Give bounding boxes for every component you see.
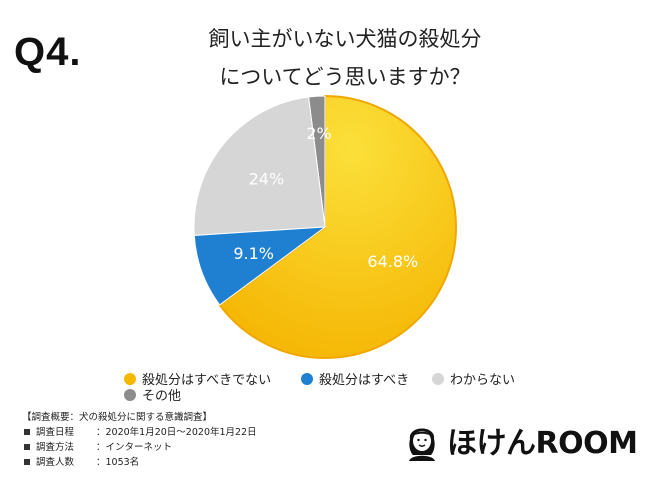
pie-slice (193, 96, 326, 236)
survey-key: 調査方法 (36, 442, 75, 453)
survey-row: 調査方法 ：インターネット (22, 440, 257, 455)
survey-value: ：2020年1月20日〜2020年1月22日 (96, 427, 257, 438)
slice-value-label: 64.8% (367, 252, 418, 271)
pie-slice (193, 226, 327, 306)
survey-key: 調査日程 (36, 427, 75, 438)
bullet-square-icon (24, 459, 30, 465)
survey-overview: 【調査概要：犬の殺処分に関する意識調査】 調査日程 ：2020年1月20日〜20… (22, 410, 257, 470)
legend-label: その他 (142, 389, 182, 404)
pie-slice (218, 94, 457, 359)
legend-label: 殺処分はすべき (319, 373, 410, 388)
survey-value: ：インターネット (96, 442, 173, 453)
chart-title-line2: についてどう思いますか？ (219, 65, 471, 89)
legend-swatch (432, 372, 444, 385)
brand-logo: ほけんROOM (405, 418, 638, 462)
survey-row: 調査日程 ：2020年1月20日〜2020年1月22日 (22, 425, 257, 440)
question-number: Q4. (14, 30, 82, 74)
survey-heading: 【調査概要：犬の殺処分に関する意識調査】 (22, 412, 213, 423)
legend-label: 殺処分はすべきでない (142, 373, 272, 388)
legend-label: わからない (450, 373, 516, 388)
legend-item: 殺処分はすべき (301, 369, 409, 388)
legend-item: 殺処分はすべきでない (124, 369, 271, 388)
slice-value-label: 2% (306, 124, 331, 143)
slice-value-label: 9.1% (233, 244, 274, 263)
legend-swatch (124, 372, 136, 385)
bullet-square-icon (24, 444, 30, 450)
legend-item: わからない (432, 369, 515, 388)
legend-item: その他 (124, 385, 181, 404)
person-face-icon (409, 428, 435, 461)
survey-row: 調査人数 ：1053名 (22, 455, 257, 470)
slice-value-label: 24% (249, 170, 285, 189)
bullet-square-icon (24, 429, 30, 435)
survey-value: ：1053名 (96, 457, 140, 468)
legend-swatch (124, 388, 136, 401)
legend-swatch (301, 372, 313, 385)
brand-name: ほけんROOM (447, 426, 638, 461)
survey-key: 調査人数 (36, 457, 75, 468)
chart-title-line1: 飼い主がいない犬猫の殺処分 (208, 27, 482, 51)
